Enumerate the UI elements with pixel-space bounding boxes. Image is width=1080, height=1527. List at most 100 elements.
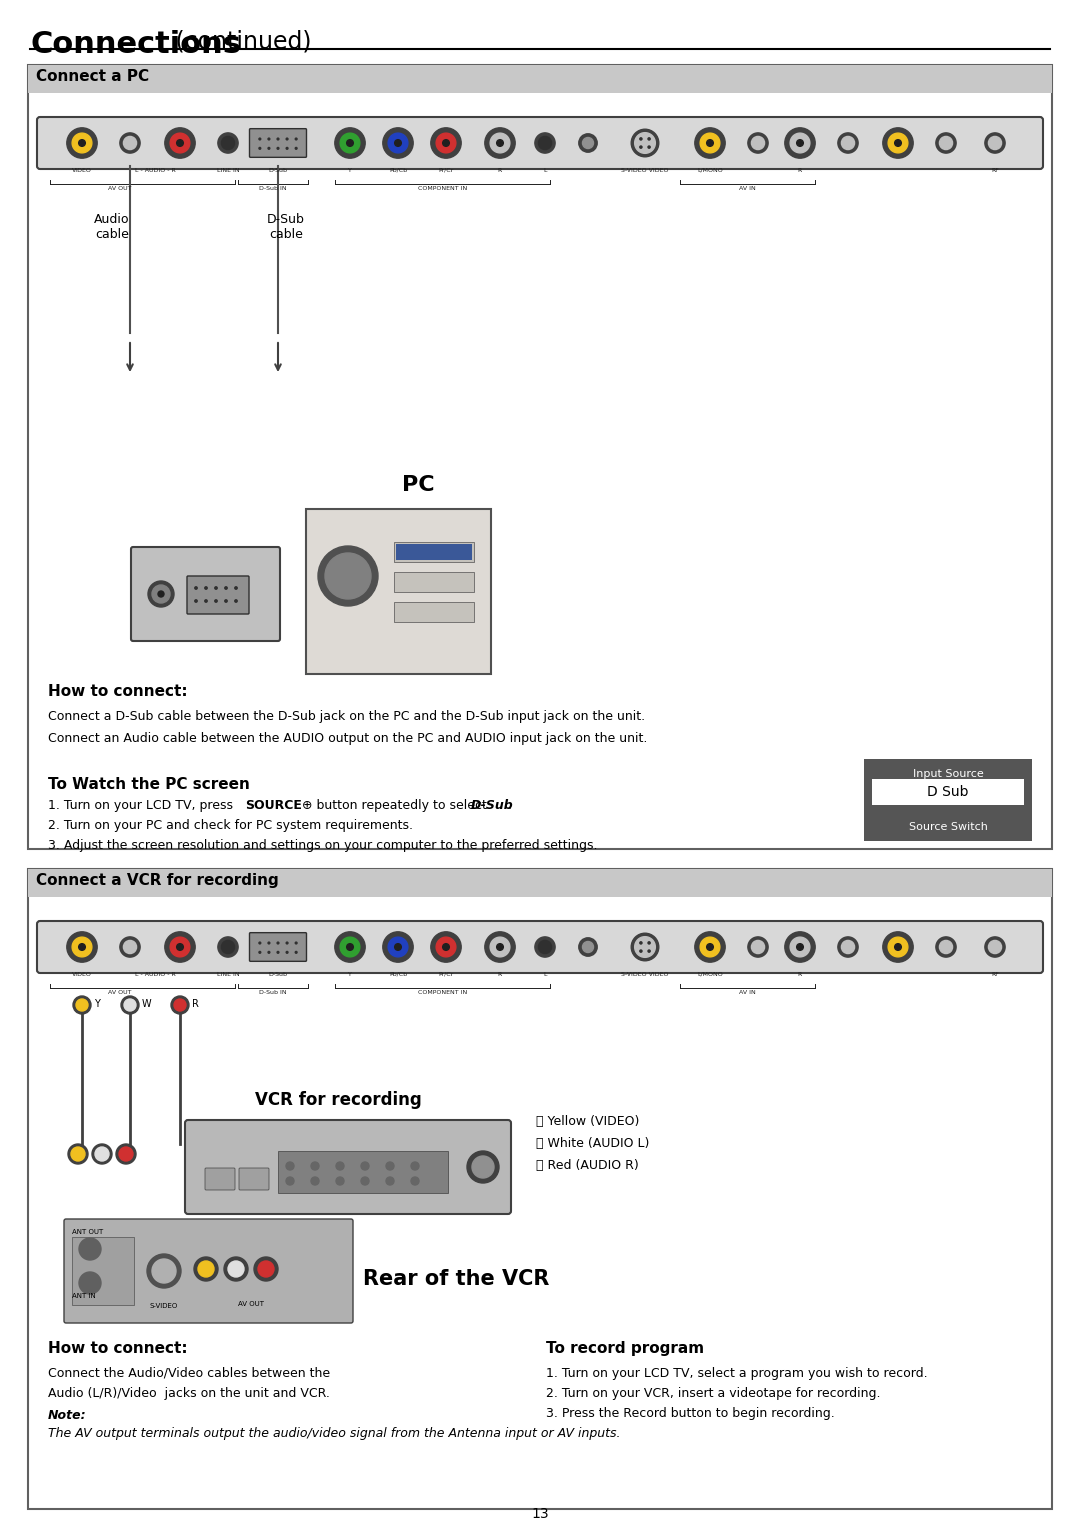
Circle shape [194, 586, 198, 589]
Circle shape [361, 1177, 369, 1185]
Circle shape [785, 931, 815, 962]
Text: L - AUDIO - R: L - AUDIO - R [135, 973, 175, 977]
Circle shape [234, 600, 238, 602]
Circle shape [579, 938, 597, 956]
Circle shape [394, 139, 402, 147]
Circle shape [631, 130, 659, 157]
Circle shape [72, 938, 92, 957]
Text: VIDEO: VIDEO [72, 168, 92, 173]
Text: S-VIDEO VIDEO: S-VIDEO VIDEO [621, 168, 669, 173]
Circle shape [648, 950, 650, 953]
Circle shape [988, 941, 1001, 953]
Circle shape [311, 1162, 319, 1170]
Circle shape [215, 600, 217, 602]
Circle shape [286, 942, 288, 944]
Circle shape [936, 938, 956, 957]
Text: D-Sub: D-Sub [269, 168, 287, 173]
Text: To Watch the PC screen: To Watch the PC screen [48, 777, 249, 793]
Text: Audio
cable: Audio cable [94, 212, 130, 241]
Circle shape [67, 128, 97, 159]
Circle shape [79, 1272, 102, 1293]
Circle shape [694, 128, 725, 159]
FancyBboxPatch shape [249, 128, 307, 157]
FancyBboxPatch shape [864, 759, 1032, 841]
Text: Note:: Note: [48, 1409, 86, 1422]
FancyBboxPatch shape [187, 576, 249, 614]
Circle shape [286, 148, 288, 150]
Text: AV OUT: AV OUT [108, 186, 132, 191]
Circle shape [79, 139, 85, 147]
Circle shape [940, 136, 953, 150]
Text: LINE IN: LINE IN [217, 973, 240, 977]
Circle shape [535, 938, 555, 957]
Text: Connections: Connections [30, 31, 241, 60]
Circle shape [116, 1144, 136, 1164]
Circle shape [165, 931, 195, 962]
Circle shape [336, 1162, 345, 1170]
Text: D-Sub: D-Sub [269, 973, 287, 977]
Circle shape [124, 999, 136, 1011]
Text: R: R [798, 973, 802, 977]
FancyBboxPatch shape [64, 1219, 353, 1322]
Circle shape [639, 147, 642, 148]
Circle shape [225, 600, 227, 602]
Text: To record program: To record program [546, 1341, 704, 1356]
Circle shape [535, 133, 555, 153]
Circle shape [72, 133, 92, 153]
FancyBboxPatch shape [185, 1119, 511, 1214]
Circle shape [394, 944, 402, 950]
Circle shape [278, 137, 279, 140]
Circle shape [286, 951, 288, 953]
Circle shape [177, 944, 184, 950]
Circle shape [278, 148, 279, 150]
Text: AV IN: AV IN [739, 186, 756, 191]
Text: 3. Adjust the screen resolution and settings on your computer to the preferred s: 3. Adjust the screen resolution and sett… [48, 838, 597, 852]
Text: Pr/Cr: Pr/Cr [438, 973, 454, 977]
Circle shape [119, 1147, 133, 1161]
Circle shape [386, 1177, 394, 1185]
Text: ⓨ Yellow (VIDEO): ⓨ Yellow (VIDEO) [536, 1115, 639, 1128]
Text: Connect a VCR for recording: Connect a VCR for recording [36, 873, 279, 889]
Circle shape [286, 137, 288, 140]
Circle shape [639, 137, 642, 140]
Circle shape [171, 133, 190, 153]
Circle shape [234, 586, 238, 589]
Circle shape [838, 938, 859, 957]
Circle shape [325, 553, 372, 599]
Circle shape [335, 128, 365, 159]
Text: L: L [543, 168, 546, 173]
Text: D-Sub IN: D-Sub IN [259, 989, 287, 996]
Circle shape [295, 137, 297, 140]
Text: L - AUDIO - R: L - AUDIO - R [135, 168, 175, 173]
Circle shape [318, 547, 378, 606]
FancyBboxPatch shape [394, 542, 474, 562]
Circle shape [539, 941, 552, 953]
Text: 3. Press the Record button to begin recording.: 3. Press the Record button to begin reco… [546, 1406, 835, 1420]
Circle shape [497, 139, 503, 147]
Circle shape [411, 1177, 419, 1185]
Circle shape [841, 941, 854, 953]
Circle shape [485, 931, 515, 962]
Circle shape [73, 996, 91, 1014]
Circle shape [335, 931, 365, 962]
Text: L: L [543, 973, 546, 977]
Circle shape [706, 944, 713, 950]
Circle shape [121, 996, 139, 1014]
Circle shape [295, 148, 297, 150]
Text: L/MONO: L/MONO [697, 973, 723, 977]
Circle shape [123, 941, 136, 953]
Circle shape [295, 951, 297, 953]
Text: Rear of the VCR: Rear of the VCR [363, 1269, 550, 1289]
Circle shape [382, 128, 414, 159]
Circle shape [431, 128, 461, 159]
Circle shape [120, 938, 140, 957]
Text: How to connect:: How to connect: [48, 1341, 188, 1356]
Circle shape [347, 944, 353, 950]
Text: Source Switch: Source Switch [908, 822, 987, 832]
Circle shape [76, 999, 87, 1011]
Circle shape [639, 942, 642, 944]
Circle shape [582, 942, 594, 953]
Circle shape [152, 1258, 176, 1283]
Circle shape [215, 586, 217, 589]
Circle shape [221, 136, 234, 150]
